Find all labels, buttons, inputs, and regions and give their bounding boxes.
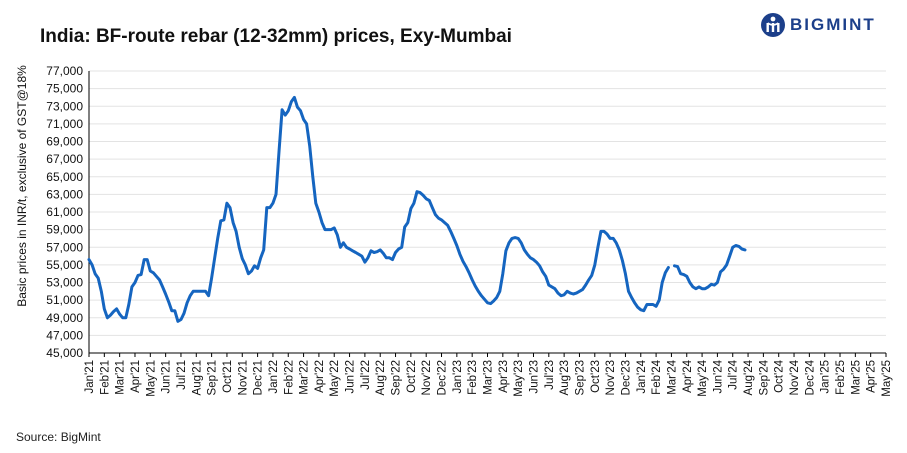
x-tick-label: Sep'21 [207, 360, 219, 395]
x-axis: Jan'21 Feb'21 Mar'21 Apr'21 May'21 Jun'21 Jul'… [84, 352, 893, 397]
y-tick-label: 73,000 [46, 99, 83, 113]
x-tick-label: Mar'25 [850, 360, 862, 395]
x-tick-label: Feb'22 [283, 360, 295, 395]
x-tick-label: Oct'23 [590, 360, 602, 393]
x-tick-label: Mar'24 [666, 359, 678, 394]
x-tick-label: Feb'25 [835, 360, 847, 395]
y-tick-label: 75,000 [46, 82, 83, 96]
y-tick-label: 65,000 [46, 170, 83, 184]
x-tick-label: Oct'21 [222, 360, 234, 393]
price-series [87, 95, 747, 323]
x-tick-label: Jul'22 [360, 360, 372, 390]
y-tick-label: 53,000 [46, 276, 83, 290]
x-tick-label: Sep'24 [758, 359, 770, 395]
x-tick-label: May'23 [513, 360, 525, 397]
x-tick-label: Apr'23 [498, 360, 510, 393]
x-tick-label: Apr'22 [314, 360, 326, 393]
x-tick-label: May'22 [329, 360, 341, 397]
brand-logo: BIGMINT [760, 12, 876, 38]
x-tick-label: Nov'23 [605, 360, 617, 395]
y-tick-label: 51,000 [46, 293, 83, 307]
y-tick-label: 47,000 [46, 328, 83, 342]
y-axis: 45,000 47,000 49,000 51,000 53,000 55,000 57,0… [46, 64, 90, 360]
x-tick-label: Jan'24 [636, 359, 648, 393]
series-line [87, 95, 670, 323]
y-tick-label: 59,000 [46, 223, 83, 237]
series-line [673, 244, 747, 291]
y-tick-label: 69,000 [46, 135, 83, 149]
x-tick-label: Nov'21 [237, 360, 249, 395]
y-tick-label: 57,000 [46, 240, 83, 254]
y-tick-label: 77,000 [46, 64, 83, 78]
x-tick-label: Sep'23 [574, 360, 586, 395]
x-tick-label: Aug'22 [375, 360, 387, 395]
x-tick-label: Nov'22 [421, 360, 433, 395]
x-tick-label: Jun'23 [528, 360, 540, 394]
x-tick-label: Jul'24 [728, 359, 740, 389]
x-tick-label: May'24 [697, 359, 709, 396]
y-tick-label: 45,000 [46, 346, 83, 360]
y-tick-label: 55,000 [46, 258, 83, 272]
x-tick-label: Jan'21 [84, 360, 96, 394]
y-tick-label: 61,000 [46, 205, 83, 219]
y-tick-label: 71,000 [46, 117, 83, 131]
x-tick-label: Jul'23 [544, 360, 556, 390]
y-axis-label: Basic prices in INR/t, exclusive of GST@… [15, 65, 29, 307]
x-tick-label: Jan'22 [268, 360, 280, 394]
x-tick-label: Aug'21 [191, 360, 203, 395]
x-tick-label: Feb'23 [467, 360, 479, 395]
x-tick-label: Jun'21 [161, 360, 173, 394]
x-tick-label: Nov'24 [789, 359, 801, 395]
x-tick-label: Jan'25 [820, 360, 832, 394]
x-tick-label: Aug'24 [743, 359, 755, 395]
y-tick-label: 49,000 [46, 311, 83, 325]
x-tick-label: Dec'21 [253, 360, 265, 395]
x-tick-label: Sep'22 [391, 360, 403, 395]
x-tick-label: Jan'23 [452, 360, 464, 394]
x-tick-label: Mar'23 [483, 360, 495, 395]
x-tick-label: Dec'23 [620, 360, 632, 395]
logo-text: BIGMINT [790, 15, 876, 34]
bigmint-logo-icon [761, 13, 785, 37]
x-tick-label: Oct'24 [774, 359, 786, 392]
x-tick-label: Mar'21 [115, 360, 127, 395]
source-note: Source: BigMint [16, 430, 101, 444]
x-tick-label: Feb'24 [651, 359, 663, 394]
x-tick-label: Mar'22 [299, 360, 311, 395]
x-tick-label: Dec'22 [437, 360, 449, 395]
x-tick-label: Jun'24 [712, 359, 724, 393]
x-tick-label: May'25 [881, 360, 893, 397]
y-tick-label: 63,000 [46, 187, 83, 201]
x-tick-label: Apr'25 [866, 360, 878, 393]
y-tick-label: 67,000 [46, 152, 83, 166]
x-tick-label: Apr'24 [682, 359, 694, 392]
chart-title: India: BF-route rebar (12-32mm) prices, … [40, 26, 512, 47]
x-tick-label: May'21 [145, 360, 157, 397]
x-tick-label: Aug'23 [559, 360, 571, 395]
x-tick-label: Jul'21 [176, 360, 188, 390]
x-tick-label: Feb'21 [99, 360, 111, 395]
gridlines [89, 70, 886, 354]
x-tick-label: Dec'24 [804, 359, 816, 395]
x-tick-label: Jun'22 [345, 360, 357, 394]
x-tick-label: Apr'21 [130, 360, 142, 393]
x-tick-label: Oct'22 [406, 360, 418, 393]
